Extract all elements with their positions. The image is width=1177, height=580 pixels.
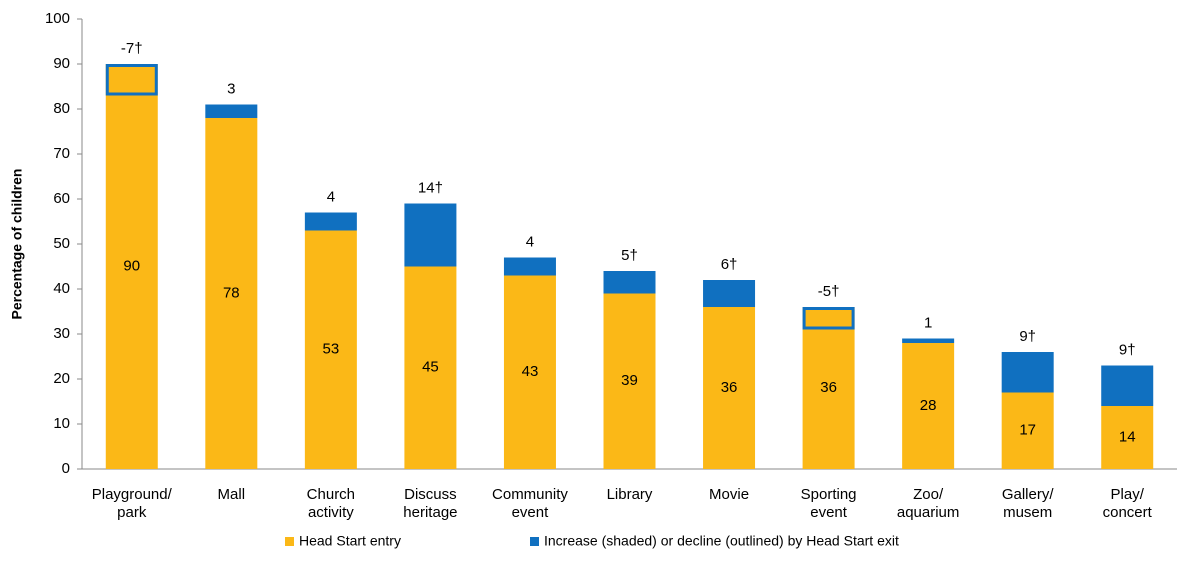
change-label: -7† [121, 40, 143, 57]
entry-label: 43 [522, 363, 539, 380]
x-tick-label: Play/concert [1103, 486, 1153, 521]
change-label: 9† [1119, 341, 1136, 358]
entry-label: 36 [721, 379, 738, 396]
bar-change [503, 257, 556, 276]
bar-entry [105, 64, 158, 469]
x-tick-label: Sporting event [801, 486, 857, 521]
change-label: 14† [418, 179, 443, 196]
x-tick-label: Mall [218, 486, 246, 503]
bar-entry [1001, 392, 1054, 469]
entry-label: 36 [820, 379, 837, 396]
y-tick-label: 70 [53, 145, 70, 162]
y-tick-label: 40 [53, 280, 70, 297]
legend-label: Increase (shaded) or decline (outlined) … [544, 533, 899, 549]
bar-change [703, 280, 756, 307]
entry-label: 28 [920, 397, 937, 414]
y-axis-label: Percentage of children [9, 169, 25, 320]
bar-change [1101, 365, 1154, 406]
entry-label: 39 [621, 372, 638, 389]
entry-label: 45 [422, 359, 439, 376]
y-tick-label: 20 [53, 370, 70, 387]
y-tick-label: 100 [45, 10, 70, 27]
bar-change [902, 338, 955, 343]
bar-entry [503, 275, 556, 469]
y-tick-label: 60 [53, 190, 70, 207]
bar-entry [1101, 406, 1154, 469]
change-label: -5† [818, 283, 840, 300]
change-label: 4 [327, 188, 335, 205]
change-label: 9† [1019, 328, 1036, 345]
bar-change [404, 203, 457, 267]
bar-change-outline [802, 307, 855, 330]
bar-entry [902, 343, 955, 469]
change-label: 3 [227, 80, 235, 97]
bar-entry [802, 307, 855, 469]
entry-label: 53 [323, 341, 340, 358]
bar-entry [205, 118, 258, 469]
legend-swatch [530, 537, 539, 546]
bar-entry [304, 230, 357, 469]
entry-label: 78 [223, 284, 240, 301]
y-tick-label: 90 [53, 55, 70, 72]
x-tick-label: Gallery/musem [1002, 486, 1055, 521]
x-tick-label: Discuss heritage [403, 486, 457, 521]
bar-change [304, 212, 357, 231]
y-tick-label: 10 [53, 415, 70, 432]
entry-label: 90 [123, 257, 140, 274]
change-label: 4 [526, 233, 534, 250]
change-label: 1 [924, 314, 932, 331]
bar-change [603, 271, 656, 294]
entry-label: 17 [1019, 422, 1036, 439]
entry-label: 14 [1119, 428, 1136, 445]
bar-entry [603, 293, 656, 469]
x-tick-label: Library [607, 486, 653, 503]
bar-entry [404, 266, 457, 469]
y-tick-label: 30 [53, 325, 70, 342]
x-tick-label: Playground/park [92, 486, 173, 521]
y-tick-label: 0 [62, 460, 70, 477]
bar-entry [703, 307, 756, 469]
x-tick-label: Movie [709, 486, 749, 503]
legend-swatch [285, 537, 294, 546]
change-label: 6† [721, 256, 738, 273]
bar-change-outline [105, 64, 158, 96]
x-tick-label: Community event [492, 486, 568, 521]
change-label: 5† [621, 247, 638, 264]
bar-change [1001, 352, 1054, 393]
legend-label: Head Start entry [299, 533, 401, 549]
bar-change [205, 104, 258, 118]
x-tick-label: Church activity [307, 486, 355, 521]
y-tick-label: 50 [53, 235, 70, 252]
x-tick-label: Zoo/aquarium [897, 486, 960, 521]
y-tick-label: 80 [53, 100, 70, 117]
